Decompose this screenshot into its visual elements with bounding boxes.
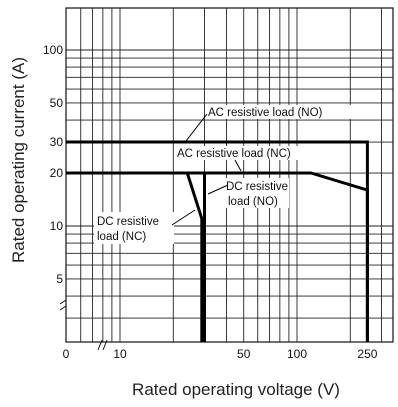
annotation-dc-no-line2: load (NO): [228, 196, 278, 208]
leader-ac-nc: [234, 159, 242, 172]
annotation-bg-ac-nc: [176, 146, 334, 160]
y-tick-label: 10: [50, 219, 64, 233]
x-tick-label: 100: [287, 347, 307, 361]
leader-dc-no: [207, 184, 229, 195]
tick-labels: 0 10 50 100 250 100 50 30 20 10 5: [43, 43, 378, 361]
x-axis-break-mark: [97, 339, 108, 351]
y-tick-label: 5: [56, 272, 63, 286]
x-tick-label: 10: [113, 347, 127, 361]
annotation-dc-nc-line2: load (NC): [97, 231, 146, 243]
y-axis-label: Rated operating current (A): [9, 57, 28, 263]
annotation-bg-dc-no: [224, 178, 289, 208]
y-tick-label: 30: [50, 135, 64, 149]
y-axis-break-mark: [59, 299, 67, 311]
annotation-ac-nc: AC resistive load (NC): [177, 148, 291, 160]
annotation-bg-dc-nc: [94, 212, 174, 244]
annotation-dc-no-line1: DC resistive: [226, 181, 288, 193]
axis-labels: Rated operating voltage (V) Rated operat…: [9, 57, 340, 399]
leader-ac-no: [185, 113, 208, 142]
annotations: AC resistive load (NO) AC resistive load …: [94, 105, 360, 244]
x-axis-label: Rated operating voltage (V): [132, 380, 340, 399]
y-tick-label: 50: [50, 96, 64, 110]
x-tick-label: 50: [237, 347, 251, 361]
y-tick-label: 100: [43, 43, 63, 57]
annotation-ac-no: AC resistive load (NO): [208, 107, 323, 119]
plot-frame: [65, 7, 394, 343]
x-tick-label: 250: [357, 347, 377, 361]
series-group: [66, 140, 369, 342]
series-dc-nc: [66, 171, 204, 342]
x-tick-label: 0: [63, 347, 70, 361]
annotation-bg-ac-no: [207, 105, 360, 119]
annotation-dc-nc-line1: DC resistive: [97, 216, 159, 228]
y-tick-label: 20: [50, 166, 64, 180]
leader-dc-nc: [171, 209, 196, 226]
